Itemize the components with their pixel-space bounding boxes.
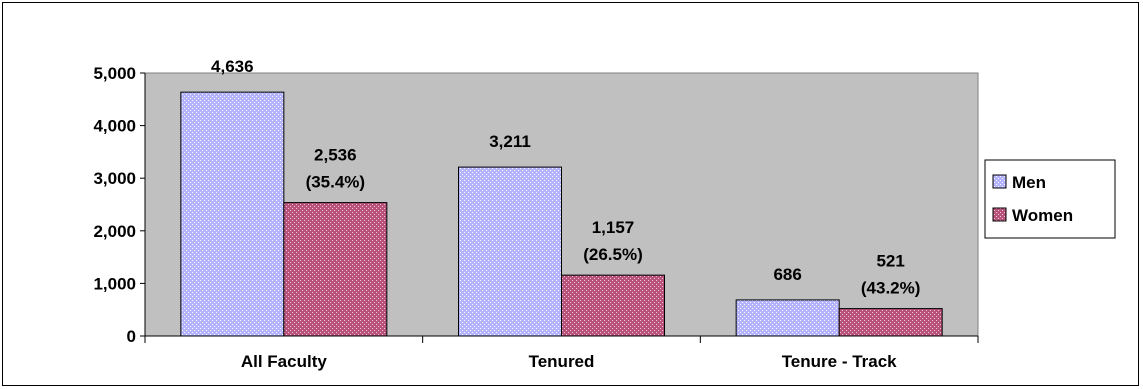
legend-label-women: Women [1012, 206, 1073, 225]
x-tick-label: All Faculty [241, 352, 328, 371]
axes-group: 0 1,000 2,000 3,000 4,000 5,000 All Faculty Ten… [93, 64, 979, 371]
bar-men [735, 299, 840, 337]
y-tick-label: 2,000 [93, 222, 136, 241]
bar-men [180, 91, 285, 337]
data-label-percent: (26.5%) [583, 245, 643, 264]
bar-women [838, 308, 943, 337]
legend-swatch-men [992, 174, 1007, 189]
data-label-percent: (43.2%) [861, 279, 921, 298]
legend-swatch-women [992, 207, 1007, 222]
data-labels-group: 4,636 2,536 (35.4%) 3,211 1,157 (26.5%) 686 521… [211, 57, 920, 297]
y-tick-label: 5,000 [93, 64, 136, 83]
bars-group [180, 91, 943, 337]
data-label-percent: (35.4%) [306, 173, 366, 192]
data-label-value: 4,636 [211, 57, 254, 76]
legend-label-men: Men [1012, 173, 1046, 192]
y-tick-label: 4,000 [93, 117, 136, 136]
y-tick-label: 1,000 [93, 274, 136, 293]
data-label-value: 686 [773, 265, 801, 284]
x-tick-label: Tenured [529, 352, 595, 371]
x-tick-label: Tenure - Track [782, 352, 897, 371]
bar-women [561, 274, 665, 337]
data-label-value: 521 [876, 252, 904, 271]
legend-box [984, 159, 1116, 239]
data-label-value: 3,211 [489, 132, 531, 151]
data-label-value: 2,536 [314, 146, 357, 165]
y-tick-label: 0 [127, 327, 136, 346]
y-tick-label: 3,000 [93, 169, 136, 188]
legend: Men Women [984, 159, 1116, 239]
bar-men [458, 166, 562, 337]
data-label-value: 1,157 [592, 218, 635, 237]
bar-women [283, 202, 388, 337]
